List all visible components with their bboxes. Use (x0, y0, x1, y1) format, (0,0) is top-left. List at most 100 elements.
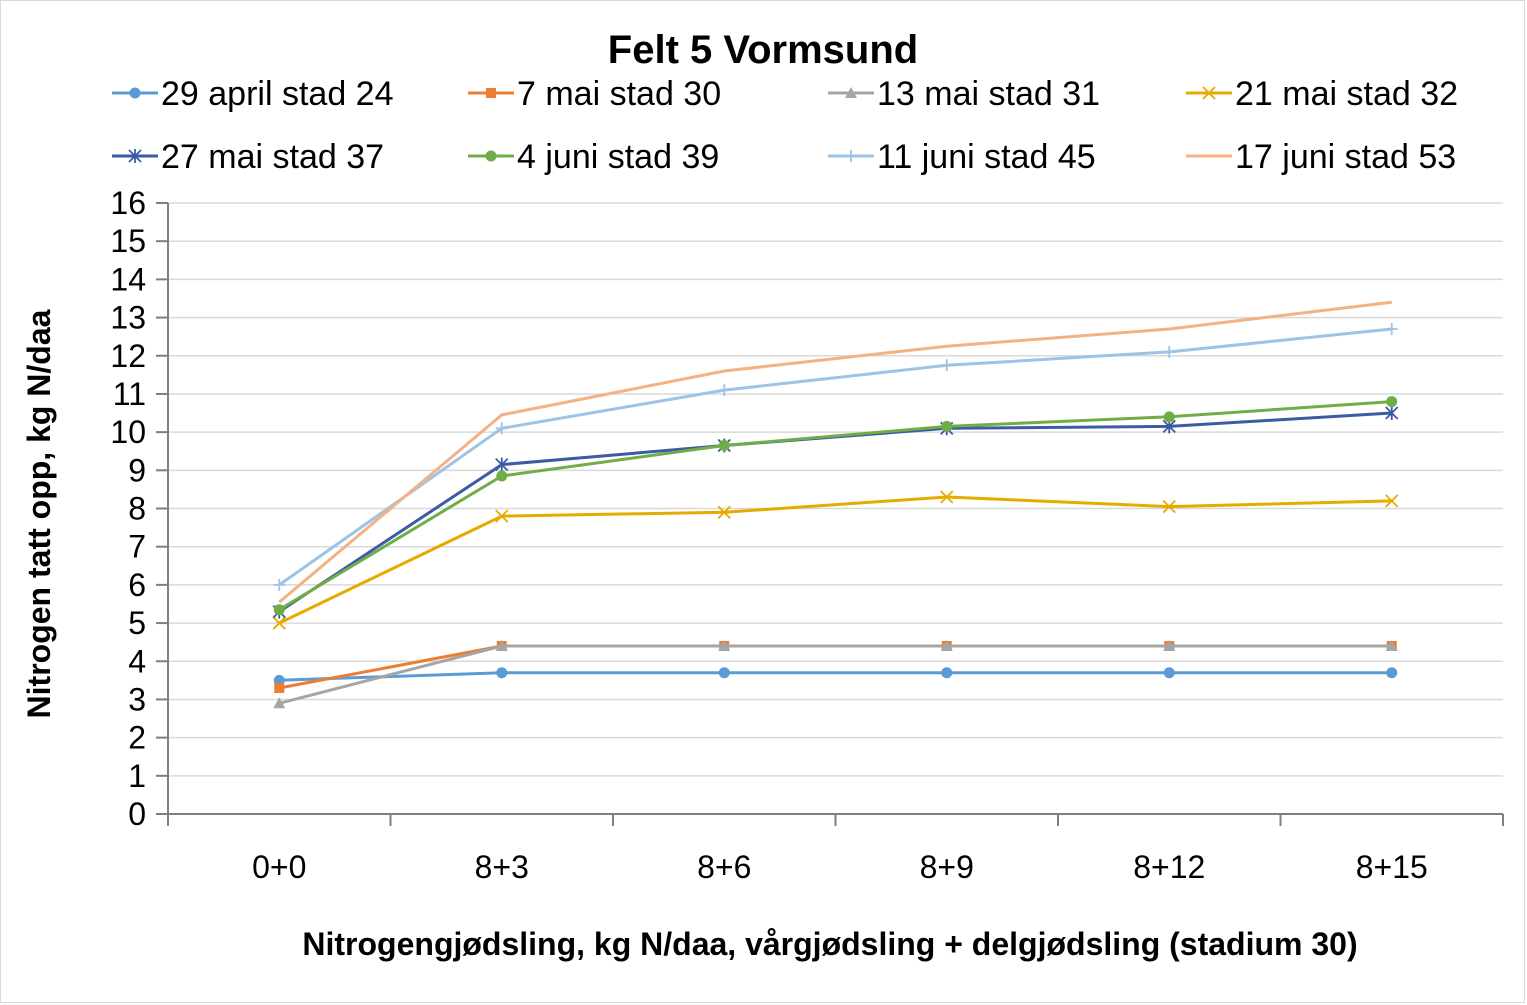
legend-entry: 17 juni stad 53 (1186, 138, 1456, 176)
x-tick-label: 8+12 (1133, 849, 1205, 885)
y-tick-label: 6 (128, 567, 146, 603)
series-7 (278, 300, 1392, 604)
y-axis-title: Nitrogen tatt opp, kg N/daa (21, 309, 57, 718)
x-tick-label: 8+9 (920, 849, 974, 885)
legend-entry: 11 juni stad 45 (828, 138, 1096, 176)
series-line (278, 644, 1392, 705)
legend-entry: 13 mai stad 31 (828, 75, 1100, 113)
series-0 (273, 667, 1398, 686)
legend-marker (486, 88, 496, 98)
legend-label: 7 mai stad 30 (517, 75, 721, 113)
data-point (1385, 494, 1399, 508)
y-tick-label: 11 (113, 376, 146, 412)
series-3 (272, 490, 1399, 630)
legend-label: 11 juni stad 45 (877, 138, 1096, 176)
legend-marker (128, 149, 142, 163)
gridlines (168, 202, 1503, 777)
data-point (496, 470, 508, 482)
series-line (278, 400, 1392, 611)
data-point (273, 697, 286, 709)
data-point (1385, 323, 1398, 336)
series-line (278, 495, 1392, 625)
data-point (1162, 499, 1176, 514)
legend-label: 13 mai stad 31 (877, 75, 1100, 113)
data-point (274, 682, 285, 693)
series-line (279, 644, 1392, 690)
data-point (940, 639, 953, 651)
y-tick-label: 8 (128, 491, 146, 527)
data-point (1163, 411, 1175, 423)
y-tick-label: 12 (110, 338, 146, 374)
y-tick-label: 16 (110, 185, 146, 221)
y-tick-label: 1 (128, 758, 146, 794)
data-point (1163, 345, 1176, 358)
chart-title: Felt 5 Vormsund (608, 28, 918, 72)
x-tick-labels: 0+0 8+3 8+6 8+9 8+12 8+15 (252, 849, 1428, 885)
legend-entry: 21 mai stad 32 (1186, 75, 1458, 113)
legend: 29 april stad 24 7 mai stad 30 13 mai stad… (112, 75, 1458, 176)
legend-entry: 4 juni stad 39 (468, 138, 719, 176)
y-tick-label: 15 (110, 223, 146, 259)
data-point (1386, 396, 1398, 408)
legend-entry: 7 mai stad 30 (468, 75, 721, 113)
series-2 (273, 639, 1398, 709)
data-point (717, 505, 731, 519)
series-1 (274, 640, 1397, 693)
y-tick-label: 7 (128, 529, 146, 565)
data-point (495, 457, 509, 472)
data-point (273, 578, 286, 591)
series-lines (272, 300, 1399, 709)
x-tick-label: 0+0 (252, 849, 306, 885)
data-point (272, 616, 286, 630)
series-6 (273, 323, 1398, 591)
data-point (496, 667, 508, 679)
data-point (495, 509, 509, 523)
data-point (718, 667, 730, 679)
data-point (718, 384, 731, 397)
y-tick-label: 9 (128, 452, 146, 488)
data-point (941, 420, 953, 432)
y-tick-label: 10 (110, 414, 146, 450)
y-tick-label: 0 (128, 796, 146, 832)
data-point (940, 490, 954, 504)
legend-marker (129, 87, 141, 99)
axes (156, 202, 1504, 826)
series-line (279, 671, 1392, 682)
data-point (718, 439, 730, 451)
legend-label: 4 juni stad 39 (517, 138, 719, 176)
series-line (278, 327, 1392, 587)
x-tick-label: 8+3 (475, 849, 529, 885)
legend-marker (1202, 86, 1216, 100)
x-axis-title: Nitrogengjødsling, kg N/daa, vårgjødslin… (302, 926, 1357, 962)
data-point (1385, 639, 1398, 651)
data-point (1163, 667, 1175, 679)
y-tick-label: 4 (128, 643, 146, 679)
y-tick-label: 2 (128, 720, 146, 756)
y-tick-label: 13 (110, 300, 146, 336)
legend-label: 29 april stad 24 (161, 75, 394, 113)
data-point (495, 422, 508, 435)
legend-label: 21 mai stad 32 (1235, 75, 1458, 113)
data-point (1385, 406, 1399, 421)
x-tick-label: 8+15 (1356, 849, 1428, 885)
legend-entry: 27 mai stad 37 (112, 138, 384, 176)
legend-marker (845, 150, 857, 162)
series-line (278, 300, 1392, 604)
data-point (1386, 667, 1398, 679)
data-point (941, 667, 953, 679)
legend-marker (485, 150, 497, 162)
data-point (1163, 639, 1176, 651)
data-point (273, 604, 285, 616)
legend-entry: 29 april stad 24 (112, 75, 394, 113)
legend-marker (845, 87, 857, 98)
y-tick-label: 14 (110, 261, 146, 297)
x-tick-label: 8+6 (697, 849, 751, 885)
legend-label: 27 mai stad 37 (161, 138, 384, 176)
series-line (278, 411, 1392, 613)
data-point (940, 359, 953, 372)
y-tick-label: 5 (128, 605, 146, 641)
data-point (718, 639, 731, 651)
